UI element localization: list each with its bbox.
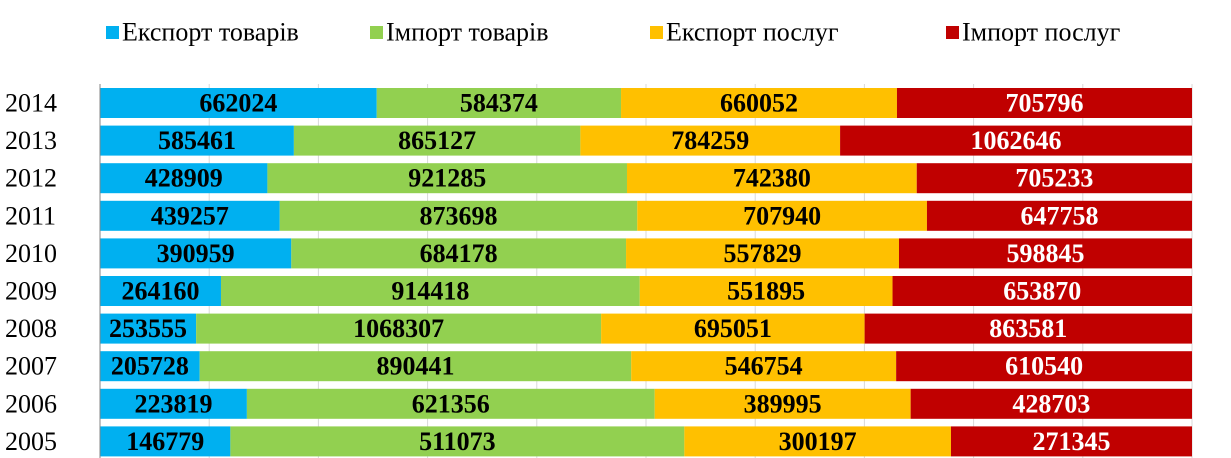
data-label: 1062646: [971, 126, 1062, 155]
y-tick-label: 2013: [5, 126, 57, 155]
data-label: 146779: [126, 427, 204, 456]
y-tick-label: 2006: [5, 389, 57, 418]
legend-label: Імпорт товарів: [386, 18, 549, 47]
bar-segment: [684, 426, 951, 457]
bar-segment: [637, 200, 927, 231]
data-label: 890441: [376, 352, 454, 381]
bar-segment: [100, 313, 197, 344]
data-label: 707940: [743, 201, 821, 230]
data-label: 271345: [1032, 427, 1110, 456]
data-label: 428909: [145, 164, 223, 193]
data-label: 511073: [419, 427, 496, 456]
bar-segment: [100, 351, 200, 382]
y-tick-label: 2011: [5, 201, 56, 230]
legend-label: Експорт товарів: [122, 18, 299, 47]
bar-segment: [100, 200, 280, 231]
data-label: 660052: [720, 89, 798, 118]
data-label: 914418: [391, 277, 469, 306]
data-label: 705233: [1015, 164, 1093, 193]
bar-segment: [100, 276, 221, 306]
bar-segment: [100, 163, 268, 194]
bar-segment: [950, 426, 1192, 457]
data-label: 551895: [727, 277, 805, 306]
data-label: 205728: [111, 352, 189, 381]
data-label: 653870: [1003, 277, 1081, 306]
bar-segment: [926, 200, 1192, 231]
bar-segment: [376, 88, 622, 118]
y-tick-label: 2008: [5, 314, 57, 343]
data-label: 662024: [199, 89, 277, 118]
data-label: 546754: [725, 352, 803, 381]
data-label: 742380: [733, 164, 811, 193]
bar-segment: [916, 163, 1192, 194]
bar-segment: [840, 125, 1192, 156]
bar-segment: [580, 125, 841, 156]
y-tick-label: 2005: [5, 427, 57, 456]
bar-segment: [910, 388, 1192, 419]
legend-label: Експорт послуг: [666, 18, 839, 47]
data-label: 428703: [1012, 389, 1090, 418]
data-label: 300197: [779, 427, 857, 456]
y-tick-label: 2007: [5, 352, 57, 381]
data-label: 621356: [412, 389, 490, 418]
data-label: 865127: [398, 126, 476, 155]
legend-swatch: [650, 26, 663, 39]
data-label: 684178: [420, 239, 498, 268]
bar-segment: [220, 276, 640, 306]
legend-swatch: [370, 26, 383, 39]
bar-segment: [100, 388, 247, 419]
y-tick-label: 2012: [5, 164, 57, 193]
bar-segment: [100, 88, 377, 118]
data-label: 253555: [109, 314, 187, 343]
bar-segment: [898, 238, 1192, 269]
y-tick-label: 2009: [5, 277, 57, 306]
bar-segment: [100, 426, 231, 457]
bar-segment: [267, 163, 627, 194]
bar-segment: [896, 351, 1192, 382]
bar-segment: [864, 313, 1192, 344]
data-label: 585461: [158, 126, 236, 155]
data-label: 584374: [460, 89, 538, 118]
bar-segment: [621, 88, 897, 118]
bar-segment: [626, 238, 899, 269]
data-label: 264160: [121, 277, 199, 306]
bar-segment: [896, 88, 1192, 118]
legend-label: Імпорт послуг: [962, 18, 1120, 47]
data-label: 610540: [1005, 352, 1083, 381]
data-label: 863581: [989, 314, 1067, 343]
data-label: 557829: [724, 239, 802, 268]
legend-swatch: [106, 26, 119, 39]
data-label: 598845: [1006, 239, 1084, 268]
bar-segment: [199, 351, 632, 382]
data-label: 873698: [419, 201, 497, 230]
data-label: 439257: [151, 201, 229, 230]
data-label: 921285: [408, 164, 486, 193]
bar-segment: [639, 276, 893, 306]
legend-swatch: [946, 26, 959, 39]
bar-segment: [246, 388, 655, 419]
data-label: 647758: [1020, 201, 1098, 230]
bar-segment: [230, 426, 685, 457]
data-label: 695051: [694, 314, 772, 343]
data-label: 705796: [1005, 89, 1083, 118]
bar-segment: [654, 388, 911, 419]
bar-segment: [100, 238, 292, 269]
bar-segment: [601, 313, 865, 344]
bar-segment: [626, 163, 917, 194]
data-label: 389995: [744, 389, 822, 418]
y-tick-label: 2014: [5, 89, 57, 118]
bar-segment: [631, 351, 897, 382]
bar-segment: [291, 238, 627, 269]
data-label: 784259: [671, 126, 749, 155]
bar-segment: [100, 125, 294, 156]
bar-segment: [279, 200, 638, 231]
y-tick-label: 2010: [5, 239, 57, 268]
bar-segment: [196, 313, 602, 344]
data-label: 223819: [134, 389, 212, 418]
bar-segment: [892, 276, 1192, 306]
data-label: 390959: [157, 239, 235, 268]
bar-segment: [293, 125, 581, 156]
data-label: 1068307: [353, 314, 444, 343]
